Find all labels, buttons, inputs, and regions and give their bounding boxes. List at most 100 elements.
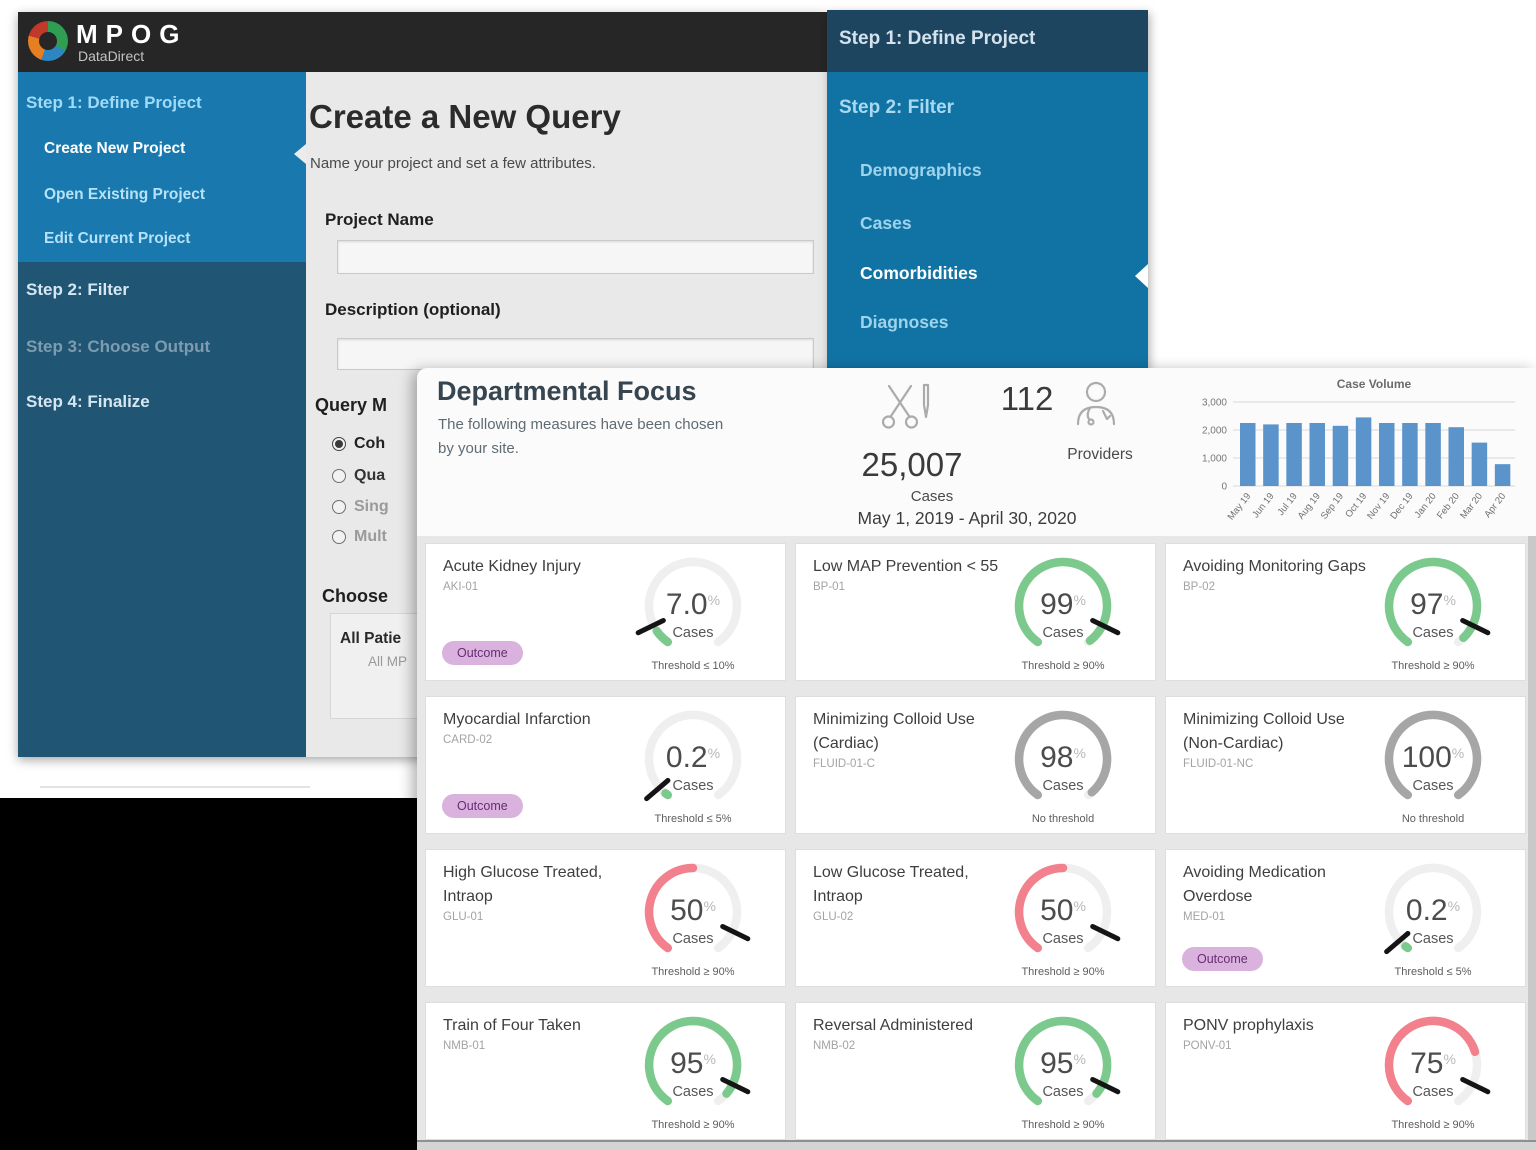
radio-icon[interactable] xyxy=(332,437,346,451)
filter-item-comorbidities[interactable]: Comorbidities xyxy=(860,263,978,283)
measure-head: Minimizing Colloid Use (Cardiac) FLUID-01… xyxy=(813,708,1013,770)
svg-text:Cases: Cases xyxy=(1412,778,1453,794)
measure-code: GLU-02 xyxy=(813,911,854,923)
project-name-label: Project Name xyxy=(325,210,434,229)
measure-card-nmb-01[interactable]: Train of Four Taken NMB-01 95% Cases Thresho… xyxy=(425,1002,786,1140)
filter-panel: Step 1: Define Project Step 2: Filter De… xyxy=(827,10,1148,370)
threshold-text: Threshold ≥ 90% xyxy=(651,966,735,978)
measure-head: Avoiding Monitoring Gaps BP-02 xyxy=(1183,555,1383,593)
dashboard-title: Departmental Focus xyxy=(437,376,697,406)
measure-card-ponv-01[interactable]: PONV prophylaxis PONV-01 75% Cases Threshold… xyxy=(1165,1002,1526,1140)
chart-bar xyxy=(1448,427,1464,486)
svg-text:Cases: Cases xyxy=(672,778,713,794)
threshold-text: Threshold ≤ 5% xyxy=(654,813,732,825)
cases-count-label: Cases xyxy=(910,488,954,505)
filter-item-diagnoses[interactable]: Diagnoses xyxy=(860,312,949,332)
gauge-icon: 98% Cases xyxy=(1014,710,1112,800)
chart-bar xyxy=(1263,424,1279,486)
svg-text:Cases: Cases xyxy=(672,1084,713,1100)
app-header: MPOG DataDirect xyxy=(18,12,827,72)
window-edge-line xyxy=(40,786,310,788)
threshold-text: No threshold xyxy=(1401,813,1465,825)
sidebar-step3-header: Step 3: Choose Output xyxy=(26,337,211,356)
threshold-text: Threshold ≥ 90% xyxy=(1021,1119,1105,1131)
radio-label: Mult xyxy=(354,528,387,545)
query-mode-option-mult[interactable]: Mult xyxy=(332,528,387,546)
black-region xyxy=(0,798,417,1150)
threshold-text: Threshold ≥ 90% xyxy=(1391,1119,1475,1131)
page-title: Create a New Query xyxy=(309,98,621,135)
scope-subtitle: All MP xyxy=(368,654,408,669)
svg-text:99%: 99% xyxy=(1040,588,1086,621)
radio-icon[interactable] xyxy=(332,500,346,514)
chart-bar xyxy=(1240,423,1256,486)
svg-text:Sep 19: Sep 19 xyxy=(1319,491,1346,522)
panel-step1-bar[interactable]: Step 1: Define Project xyxy=(827,10,1148,72)
chart-bar xyxy=(1286,423,1302,486)
measure-title: Low MAP Prevention < 55 xyxy=(813,558,999,575)
sidebar-item-open-existing-project[interactable]: Open Existing Project xyxy=(44,186,206,203)
svg-text:75%: 75% xyxy=(1410,1047,1456,1080)
query-mode-option-sing[interactable]: Sing xyxy=(332,498,389,516)
query-mode-label: Query M xyxy=(315,395,388,415)
query-mode-option-qua[interactable]: Qua xyxy=(332,467,385,485)
svg-text:Cases: Cases xyxy=(1412,1084,1453,1100)
project-name-input[interactable] xyxy=(337,240,814,274)
radio-icon[interactable] xyxy=(332,469,346,483)
sidebar-step4-header[interactable]: Step 4: Finalize xyxy=(26,392,150,411)
filter-item-cases[interactable]: Cases xyxy=(860,213,912,233)
svg-text:0.2%: 0.2% xyxy=(666,741,720,774)
measure-head: High Glucose Treated, Intraop GLU-01 xyxy=(443,861,643,923)
measure-card-glu-01[interactable]: High Glucose Treated, Intraop GLU-01 50% Ca… xyxy=(425,849,786,987)
svg-text:95%: 95% xyxy=(1040,1047,1086,1080)
measure-title: Myocardial Infarction xyxy=(443,711,591,728)
measure-grid: Acute Kidney Injury AKI-01 Outcome 7.0% Case… xyxy=(425,543,1526,1140)
scrollbar-strip[interactable] xyxy=(1528,536,1536,1140)
bottom-scrollbar[interactable] xyxy=(417,1140,1536,1150)
sidebar-item-edit-current-project[interactable]: Edit Current Project xyxy=(44,230,191,247)
outcome-badge: Outcome xyxy=(1182,947,1263,971)
panel-step2-header[interactable]: Step 2: Filter xyxy=(839,97,955,118)
measure-card-aki-01[interactable]: Acute Kidney Injury AKI-01 Outcome 7.0% Case… xyxy=(425,543,786,681)
filter-item-demographics[interactable]: Demographics xyxy=(860,160,982,180)
sidebar-item-create-new-project[interactable]: Create New Project xyxy=(44,140,186,157)
measure-card-bp-02[interactable]: Avoiding Monitoring Gaps BP-02 97% Cases Thr… xyxy=(1165,543,1526,681)
chart-bar xyxy=(1309,423,1325,486)
measure-code: AKI-01 xyxy=(443,581,479,593)
scope-title: All Patie xyxy=(340,630,402,647)
threshold-text: Threshold ≥ 90% xyxy=(1391,660,1475,672)
radio-label: Qua xyxy=(354,467,386,484)
providers-count: 112 xyxy=(1000,380,1054,417)
radio-icon[interactable] xyxy=(332,530,346,544)
active-filter-caret xyxy=(1135,264,1148,288)
gauge-icon: 0.2% Cases xyxy=(1384,863,1482,955)
svg-text:Cases: Cases xyxy=(672,625,713,641)
measure-card-bp-01[interactable]: Low MAP Prevention < 55 BP-01 99% Cases Thre… xyxy=(795,543,1156,681)
measure-card-fluid-01-nc[interactable]: Minimizing Colloid Use (Non-Cardiac) FLUI… xyxy=(1165,696,1526,834)
gauge-icon: 100% Cases xyxy=(1384,710,1482,800)
measure-head: Reversal Administered NMB-02 xyxy=(813,1014,1013,1052)
svg-text:Cases: Cases xyxy=(1042,778,1083,794)
gauge-icon: 50% Cases xyxy=(644,863,751,953)
sidebar-step1-header[interactable]: Step 1: Define Project xyxy=(26,93,202,112)
app-title: MPOG xyxy=(76,19,188,49)
measure-head: Train of Four Taken NMB-01 xyxy=(443,1014,643,1052)
query-mode-option-coh[interactable]: Coh xyxy=(332,435,385,453)
measure-card-med-01[interactable]: Avoiding Medication Overdose MED-01 Outcom… xyxy=(1165,849,1526,987)
date-range: May 1, 2019 - April 30, 2020 xyxy=(857,508,1077,528)
measure-card-card-02[interactable]: Myocardial Infarction CARD-02 Outcome 0.2% C… xyxy=(425,696,786,834)
description-input[interactable] xyxy=(337,338,814,370)
measure-card-glu-02[interactable]: Low Glucose Treated, Intraop GLU-02 50% Cas… xyxy=(795,849,1156,987)
threshold-tick-icon xyxy=(1460,1076,1491,1095)
provider-icon xyxy=(1076,381,1116,426)
page-subtitle: Name your project and set a few attribut… xyxy=(310,155,596,172)
svg-text:95%: 95% xyxy=(670,1047,716,1080)
measure-card-nmb-02[interactable]: Reversal Administered NMB-02 95% Cases Thres… xyxy=(795,1002,1156,1140)
svg-text:Cases: Cases xyxy=(1412,931,1453,947)
measure-title: Minimizing Colloid Use (Cardiac) xyxy=(813,711,975,752)
threshold-tick-icon xyxy=(720,1076,751,1095)
sidebar-step2-header[interactable]: Step 2: Filter xyxy=(26,280,129,299)
mpog-logo-icon xyxy=(28,21,68,61)
measure-card-fluid-01-c[interactable]: Minimizing Colloid Use (Cardiac) FLUID-01… xyxy=(795,696,1156,834)
